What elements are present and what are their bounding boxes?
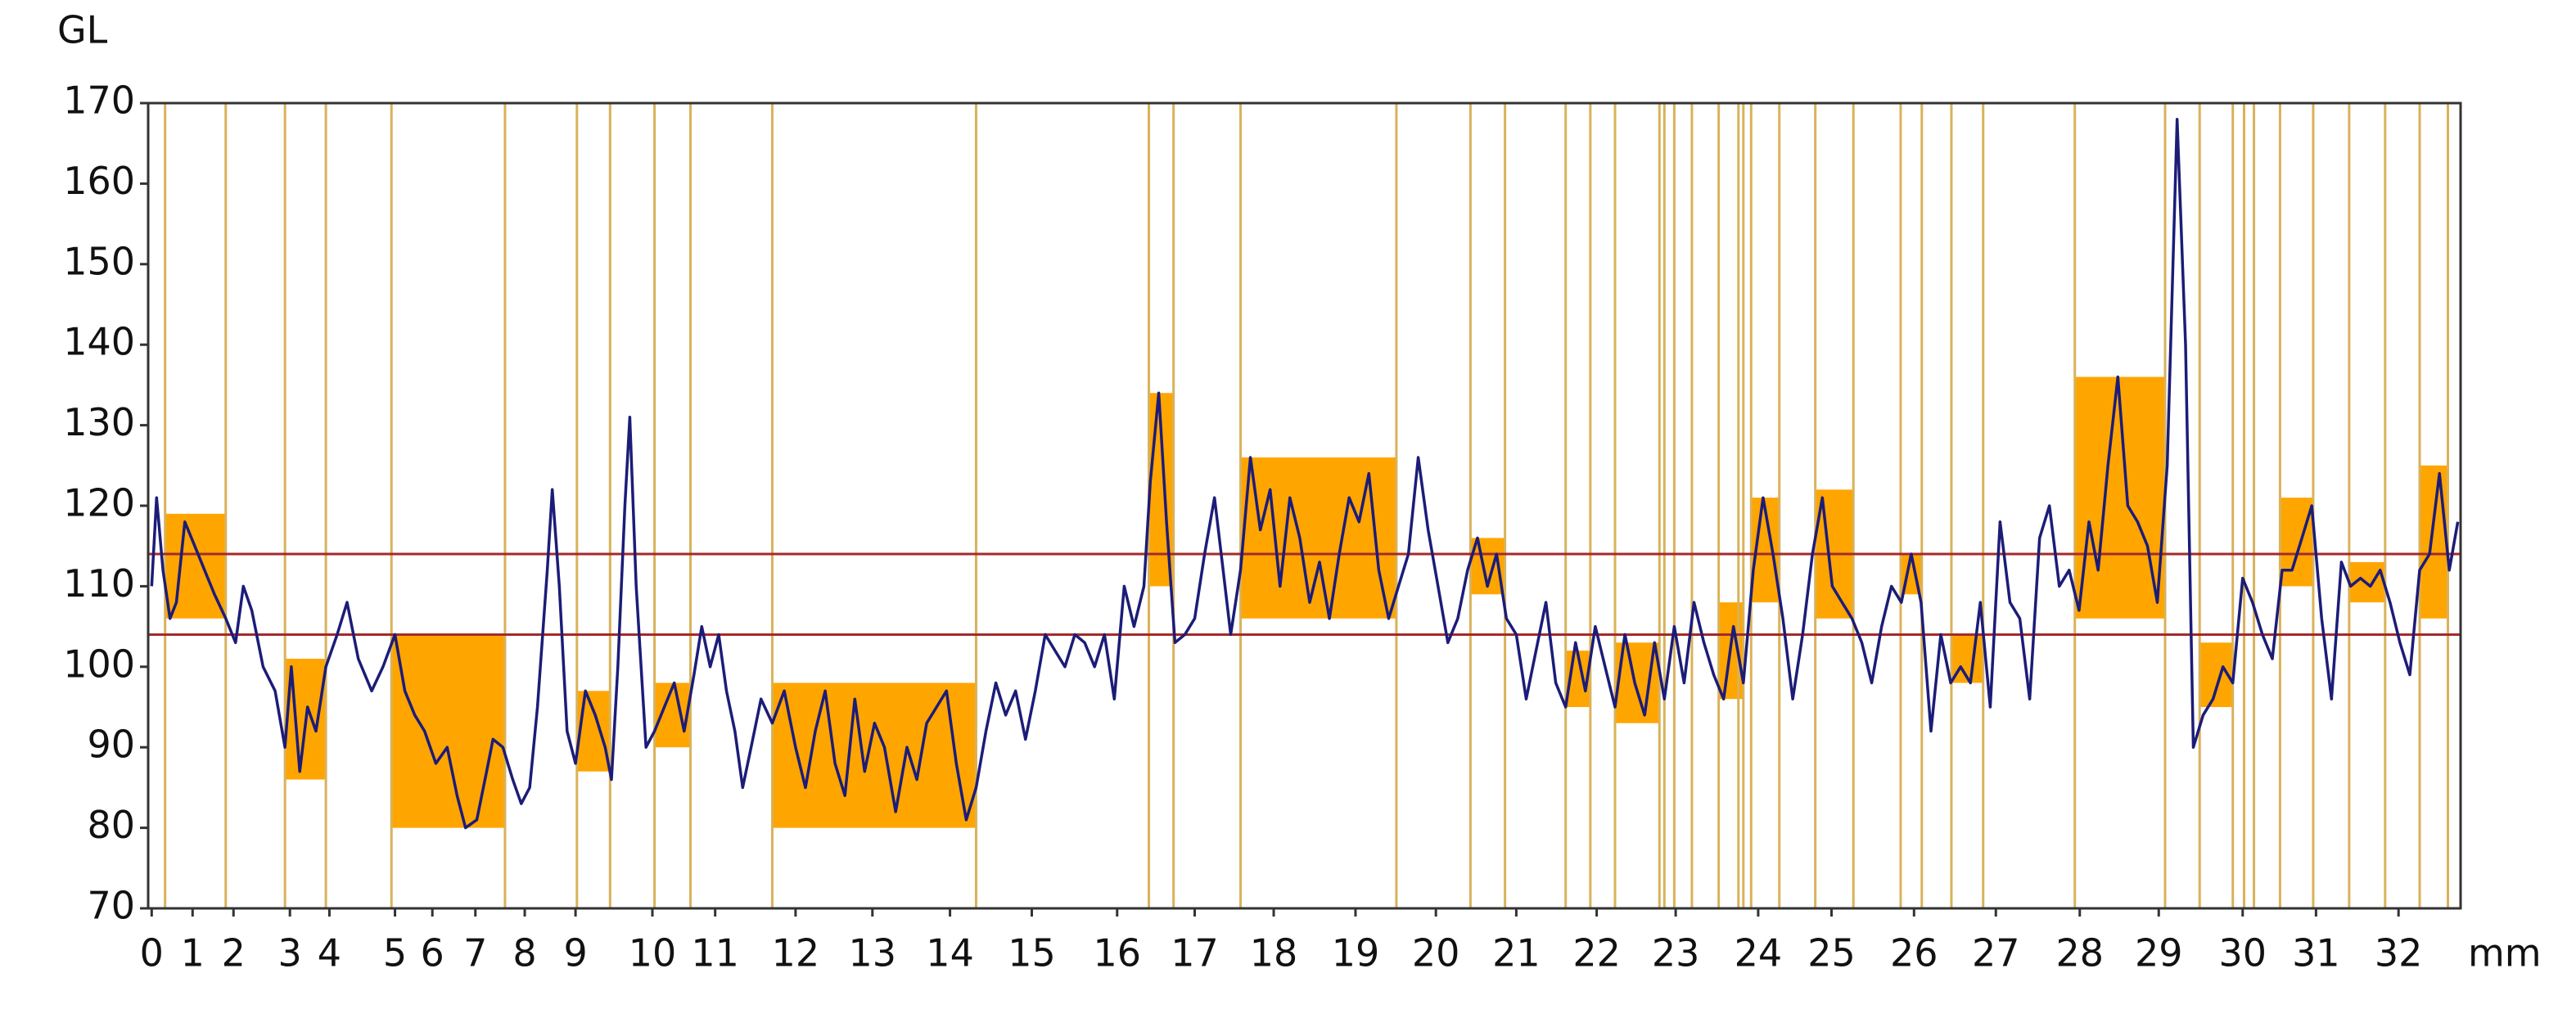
x-tick-label: 21 — [1492, 931, 1541, 975]
y-tick-label: 170 — [63, 79, 135, 123]
x-tick-label: 28 — [2055, 931, 2104, 975]
x-tick-label: 31 — [2292, 931, 2340, 975]
region — [1240, 457, 1396, 619]
x-tick-label: 25 — [1807, 931, 1856, 975]
x-tick-label: 16 — [1093, 931, 1141, 975]
x-tick-label: 8 — [512, 931, 536, 975]
y-tick-label: 130 — [63, 400, 135, 444]
x-tick-label: 19 — [1332, 931, 1380, 975]
x-tick-label: 3 — [278, 931, 302, 975]
x-tick-label: 4 — [318, 931, 341, 975]
x-tick-label: 18 — [1250, 931, 1298, 975]
x-tick-label: 27 — [1972, 931, 2020, 975]
x-tick-label: 12 — [772, 931, 820, 975]
region — [165, 513, 226, 619]
x-tick-label: 9 — [563, 931, 587, 975]
x-tick-label: 1 — [181, 931, 205, 975]
region — [2420, 465, 2448, 619]
x-tick-label: 29 — [2135, 931, 2183, 975]
y-tick-label: 100 — [63, 642, 135, 686]
y-tick-label: 150 — [63, 239, 135, 283]
x-tick-label: 5 — [383, 931, 407, 975]
x-tick-label: 10 — [629, 931, 677, 975]
y-tick-label: 160 — [63, 159, 135, 203]
region — [391, 634, 505, 828]
x-tick-label: 0 — [140, 931, 164, 975]
x-tick-label: 13 — [849, 931, 897, 975]
x-tick-label: 23 — [1652, 931, 1700, 975]
x-tick-label: 17 — [1171, 931, 1219, 975]
x-tick-label: 32 — [2375, 931, 2423, 975]
x-tick-label: 24 — [1735, 931, 1783, 975]
y-tick-label: 80 — [87, 803, 135, 847]
region — [2280, 498, 2313, 587]
y-axis-label: GL — [57, 8, 108, 52]
data-line — [150, 117, 2460, 830]
y-tick-label: 120 — [63, 481, 135, 525]
x-tick-label: 22 — [1572, 931, 1621, 975]
x-tick-label: 6 — [421, 931, 444, 975]
y-tick-label: 140 — [63, 320, 135, 364]
y-tick-label: 70 — [87, 884, 135, 928]
x-axis-label: mm — [2468, 931, 2542, 975]
x-tick-label: 26 — [1890, 931, 1938, 975]
y-tick-label: 110 — [63, 561, 135, 606]
x-tick-label: 7 — [463, 931, 487, 975]
x-tick-label: 30 — [2219, 931, 2267, 975]
x-tick-label: 15 — [1008, 931, 1056, 975]
x-tick-label: 2 — [222, 931, 246, 975]
region — [772, 682, 977, 828]
x-tick-label: 11 — [691, 931, 739, 975]
y-tick-label: 90 — [87, 723, 135, 767]
x-tick-label: 20 — [1412, 931, 1460, 975]
region — [576, 691, 611, 772]
x-tick-label: 14 — [926, 931, 974, 975]
